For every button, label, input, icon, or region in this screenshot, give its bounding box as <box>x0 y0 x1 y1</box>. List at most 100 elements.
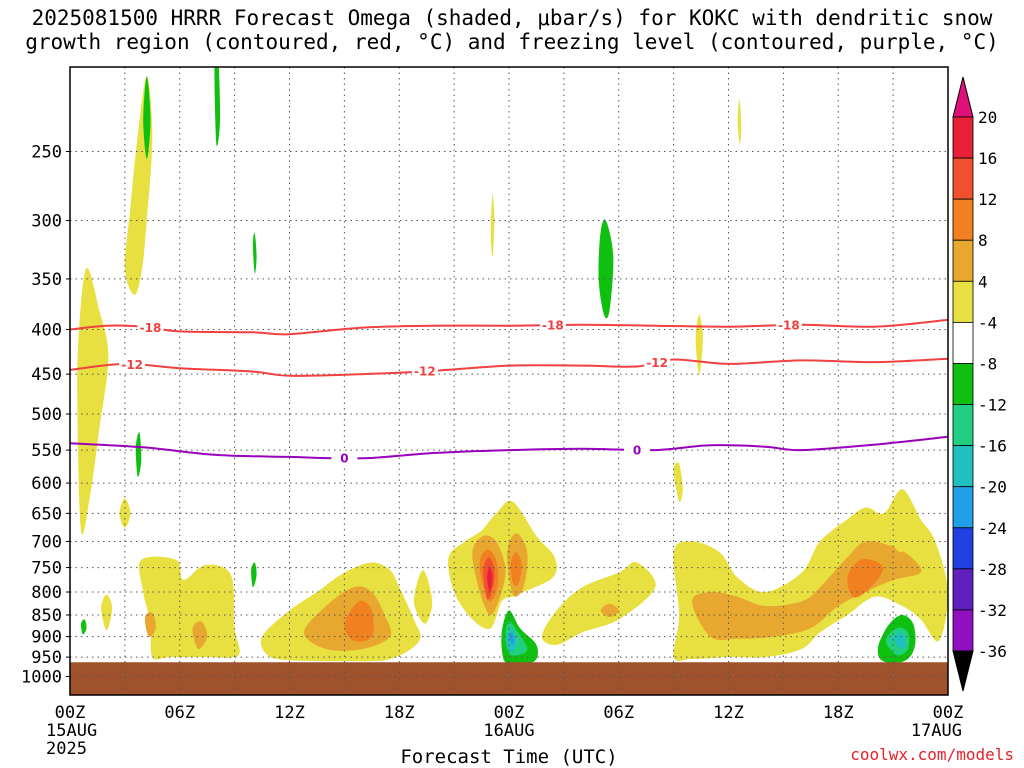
colorbar-top-arrow <box>952 76 974 118</box>
y-tick-label: 950 <box>31 648 62 668</box>
omega-positive-region <box>600 603 619 618</box>
contour-label-bg <box>775 318 802 333</box>
colorbar-label: 20 <box>978 108 997 127</box>
colorbar-band <box>952 363 974 405</box>
colorbar: 20 16 12 8 4 -4 -8 -12 -16 -20 -24 -28 -32 -36 <box>952 76 1007 692</box>
x-tick-label: 12Z <box>713 703 744 723</box>
omega-positive-region <box>77 267 109 535</box>
plot-frame <box>69 66 949 696</box>
contour-label-bg <box>411 364 438 379</box>
colorbar-label: -12 <box>978 396 1007 415</box>
y-tick-label: 500 <box>31 405 62 425</box>
colorbar-band <box>952 239 974 282</box>
contour-label-bg <box>119 357 146 372</box>
colorbar-label: -8 <box>978 354 997 373</box>
x-date-label: 16AUG <box>483 721 534 741</box>
colorbar-label: 12 <box>978 190 997 209</box>
colorbar-band <box>952 445 974 488</box>
omega-positive-region <box>490 194 495 257</box>
y-tick-label: 350 <box>31 270 62 290</box>
colorbar-label: 16 <box>978 149 997 168</box>
contour-line <box>70 435 948 460</box>
temperature-contours: -18 -18 -18 -12 -12 -12 0 0 <box>70 318 948 465</box>
x-date-label: 15AUG <box>46 721 97 741</box>
colorbar-band <box>952 321 974 364</box>
y-tick-label: 900 <box>31 628 62 648</box>
colorbar-band <box>952 198 974 241</box>
y-tick-label: 650 <box>31 504 62 524</box>
omega-positive-region <box>695 315 703 375</box>
contour-label-bg <box>644 355 671 370</box>
contour-label: -18 <box>140 321 162 335</box>
y-tick-label: 450 <box>31 365 62 385</box>
omega-negative-region <box>80 619 87 635</box>
y-tick-label: 700 <box>31 532 62 552</box>
contour-label-bg <box>137 320 164 335</box>
omega-positive-region <box>510 552 522 587</box>
colorbar-label: -36 <box>978 642 1007 661</box>
y-tick-label: 750 <box>31 559 62 579</box>
omega-positive-region <box>344 600 374 642</box>
y-axis-labels: 2503003504004505005506006507007508008509… <box>21 143 70 688</box>
x-tick-label: 06Z <box>164 703 195 723</box>
omega-positive-region <box>192 621 208 650</box>
omega-negative-region <box>251 562 257 588</box>
x-date-label: 17AUG <box>911 721 962 741</box>
omega-negative-region <box>598 219 614 319</box>
omega-positive-region <box>138 556 240 660</box>
omega-positive-region <box>847 558 883 598</box>
contour-label: -18 <box>542 319 564 333</box>
colorbar-bottom-arrow <box>952 650 974 692</box>
y-tick-label: 400 <box>31 321 62 341</box>
omega-negative-region <box>143 76 151 159</box>
y-tick-label: 300 <box>31 212 62 232</box>
colorbar-label: 8 <box>978 231 988 250</box>
contour-label-bg <box>624 442 651 457</box>
omega-positive-region <box>487 566 493 592</box>
credit-link[interactable]: coolwx.com/models <box>850 745 1014 764</box>
y-tick-label: 800 <box>31 583 62 603</box>
colorbar-band <box>952 116 974 159</box>
colorbar-label: -32 <box>978 601 1007 620</box>
omega-positive-region <box>541 562 656 645</box>
omega-negative-region <box>508 632 515 645</box>
colorbar-band <box>952 157 974 200</box>
contour-label: -12 <box>414 365 436 379</box>
x-tick-label: 00Z <box>55 703 86 723</box>
x-tick-label: 06Z <box>603 703 634 723</box>
omega-positive-region <box>413 570 433 624</box>
omega-positive-region <box>737 99 742 145</box>
colorbar-label: -4 <box>978 313 997 332</box>
contour-label: -18 <box>778 319 800 333</box>
colorbar-band <box>952 568 974 611</box>
colorbar-label: 4 <box>978 272 988 291</box>
chart-title: 2025081500 HRRR Forecast Omega (shaded, … <box>25 6 999 54</box>
omega-positive-region <box>101 594 113 631</box>
colorbar-band <box>952 280 974 323</box>
x-tick-label: 00Z <box>494 703 525 723</box>
x-tick-label: 12Z <box>274 703 305 723</box>
colorbar-band <box>952 486 974 529</box>
colorbar-label: -24 <box>978 519 1007 538</box>
contour-label: -12 <box>121 358 143 372</box>
y-tick-label: 1000 <box>21 668 62 688</box>
contour-label: -12 <box>646 356 668 370</box>
y-tick-label: 250 <box>31 143 62 163</box>
contour-label: 0 <box>633 443 641 457</box>
omega-positive-region <box>673 462 683 503</box>
colorbar-band <box>952 404 974 447</box>
y-tick-label: 600 <box>31 474 62 494</box>
contour-label-bg <box>331 450 358 465</box>
y-tick-label: 850 <box>31 606 62 626</box>
colorbar-label: -16 <box>978 437 1007 456</box>
omega-negative-region <box>252 232 257 274</box>
omega-positive-region <box>144 612 157 637</box>
contour-line <box>70 357 948 377</box>
x-tick-label: 00Z <box>933 703 964 723</box>
contour-label-bg <box>539 318 566 333</box>
omega-shading <box>70 67 948 695</box>
colorbar-band <box>952 609 974 652</box>
x-tick-label: 18Z <box>823 703 854 723</box>
